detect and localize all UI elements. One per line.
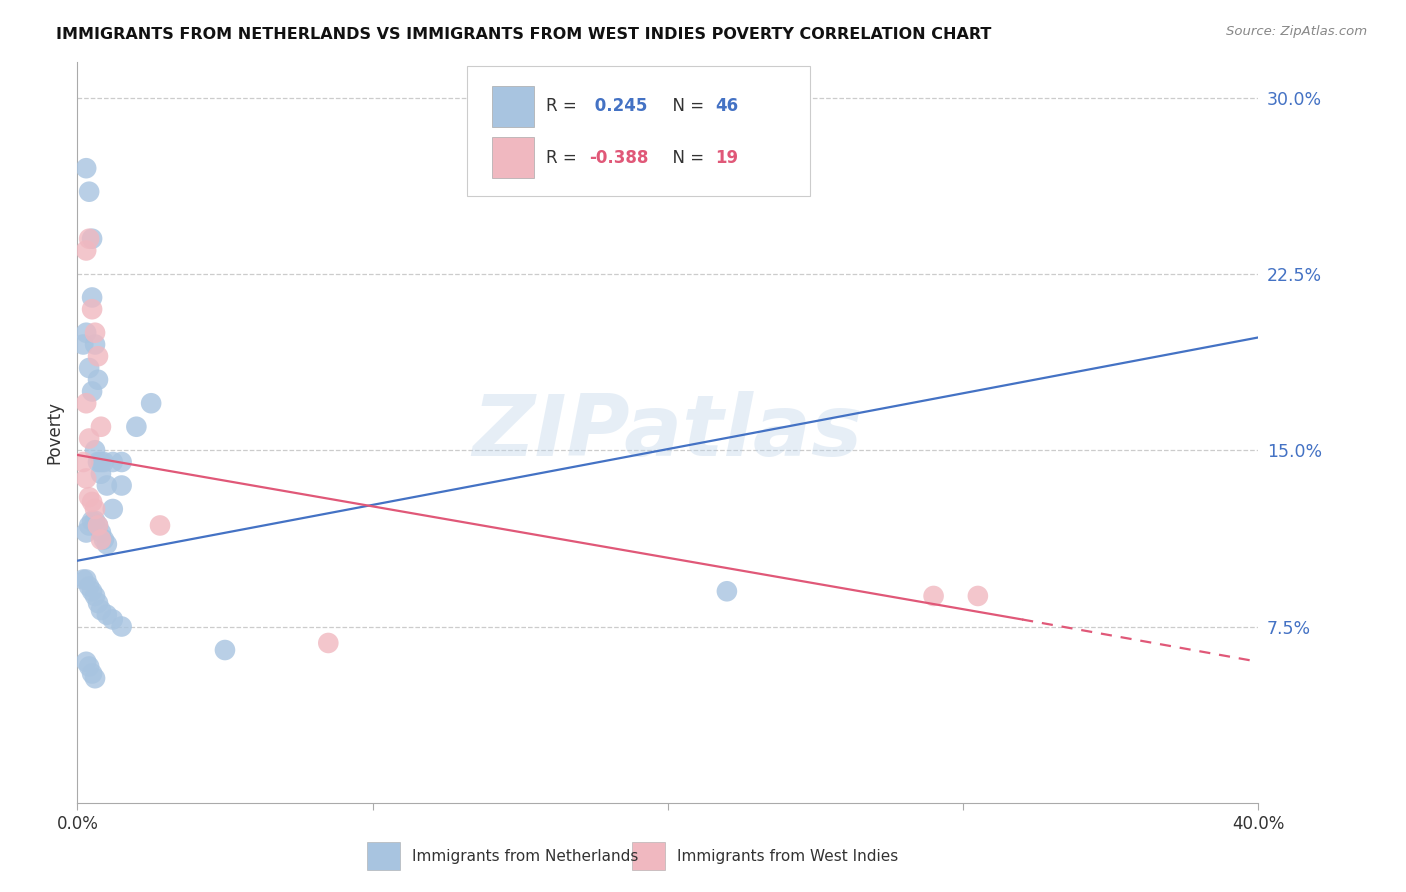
- Text: R =: R =: [546, 97, 582, 115]
- Point: [82, 666, 104, 681]
- FancyBboxPatch shape: [633, 842, 665, 871]
- Y-axis label: Poverty: Poverty: [45, 401, 63, 464]
- Point: [90, 455, 112, 469]
- Point: [72, 455, 94, 469]
- Text: 19: 19: [716, 149, 738, 167]
- Text: Source: ZipAtlas.com: Source: ZipAtlas.com: [1226, 25, 1367, 38]
- FancyBboxPatch shape: [367, 842, 399, 871]
- Point: [75, 655, 97, 669]
- Point: [922, 589, 945, 603]
- Point: [84, 326, 107, 340]
- Point: [141, 396, 163, 410]
- Text: ZIPatlas: ZIPatlas: [472, 391, 863, 475]
- Point: [82, 302, 104, 317]
- Point: [77, 185, 100, 199]
- Point: [84, 514, 107, 528]
- Point: [75, 244, 97, 258]
- Point: [93, 455, 115, 469]
- Point: [101, 455, 124, 469]
- Point: [77, 659, 100, 673]
- Point: [75, 326, 97, 340]
- Point: [75, 525, 97, 540]
- Point: [111, 619, 132, 633]
- Point: [111, 455, 132, 469]
- Point: [84, 443, 107, 458]
- Point: [72, 337, 94, 351]
- Point: [96, 478, 118, 492]
- Point: [87, 518, 110, 533]
- Point: [101, 502, 124, 516]
- Point: [87, 373, 110, 387]
- Point: [72, 573, 94, 587]
- Point: [87, 596, 110, 610]
- Point: [125, 419, 148, 434]
- Point: [101, 612, 124, 626]
- Point: [96, 607, 118, 622]
- Point: [214, 643, 236, 657]
- Point: [82, 290, 104, 304]
- Point: [90, 419, 112, 434]
- Point: [75, 161, 97, 176]
- Text: IMMIGRANTS FROM NETHERLANDS VS IMMIGRANTS FROM WEST INDIES POVERTY CORRELATION C: IMMIGRANTS FROM NETHERLANDS VS IMMIGRANT…: [56, 27, 991, 42]
- Text: R =: R =: [546, 149, 582, 167]
- Point: [318, 636, 340, 650]
- Point: [82, 495, 104, 509]
- Text: Immigrants from Netherlands: Immigrants from Netherlands: [412, 848, 638, 863]
- Point: [90, 467, 112, 481]
- Point: [82, 584, 104, 599]
- Point: [90, 525, 112, 540]
- Text: Immigrants from West Indies: Immigrants from West Indies: [678, 848, 898, 863]
- Text: N =: N =: [662, 97, 709, 115]
- FancyBboxPatch shape: [492, 87, 534, 127]
- Point: [96, 537, 118, 551]
- Text: 0.245: 0.245: [589, 97, 647, 115]
- Point: [87, 349, 110, 363]
- Point: [82, 514, 104, 528]
- Text: -0.388: -0.388: [589, 149, 648, 167]
- Point: [75, 573, 97, 587]
- Point: [84, 502, 107, 516]
- FancyBboxPatch shape: [467, 66, 810, 195]
- Point: [93, 533, 115, 547]
- Point: [111, 478, 132, 492]
- Point: [84, 337, 107, 351]
- Point: [75, 471, 97, 485]
- Point: [82, 384, 104, 399]
- Point: [90, 603, 112, 617]
- Point: [87, 518, 110, 533]
- Point: [84, 589, 107, 603]
- Point: [77, 580, 100, 594]
- Point: [90, 533, 112, 547]
- Point: [87, 455, 110, 469]
- Text: 46: 46: [716, 97, 738, 115]
- Point: [77, 432, 100, 446]
- Point: [77, 361, 100, 376]
- Point: [716, 584, 738, 599]
- Point: [967, 589, 990, 603]
- Point: [149, 518, 172, 533]
- Point: [82, 232, 104, 246]
- Point: [84, 671, 107, 685]
- Point: [77, 518, 100, 533]
- Point: [77, 232, 100, 246]
- Point: [75, 396, 97, 410]
- FancyBboxPatch shape: [492, 137, 534, 178]
- Text: N =: N =: [662, 149, 709, 167]
- Point: [77, 490, 100, 504]
